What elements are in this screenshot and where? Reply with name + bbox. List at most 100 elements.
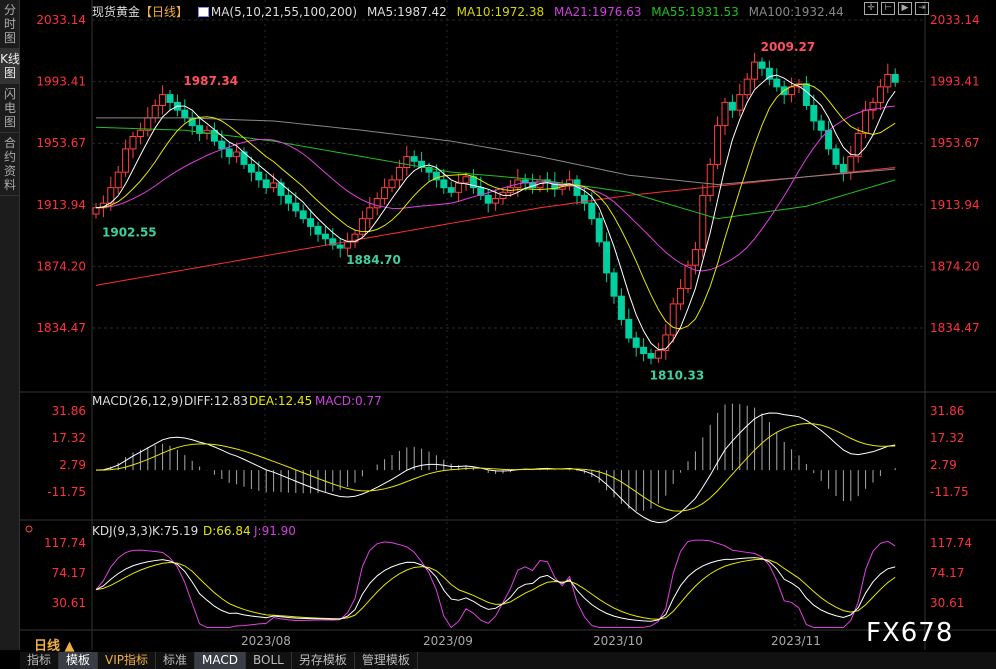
ma55-line: [95, 126, 896, 220]
candle: [684, 264, 692, 289]
candle: [477, 187, 485, 196]
candle: [580, 194, 588, 204]
tab-flash[interactable]: 闪电图: [0, 84, 20, 133]
candle: [196, 125, 204, 134]
candle: [262, 179, 270, 189]
candle: [721, 101, 729, 127]
tab-boll[interactable]: BOLL: [246, 652, 292, 669]
candle: [617, 295, 625, 320]
candle: [462, 176, 470, 184]
candle: [640, 346, 648, 355]
candle: [159, 94, 167, 106]
date-label: 2023/09: [423, 634, 473, 648]
candle: [166, 94, 174, 103]
kdj-j: J:91.90: [253, 524, 296, 538]
candle: [292, 202, 300, 212]
crosshair-icon[interactable]: ✛: [864, 2, 878, 15]
macd-label-left: 17.32: [52, 431, 86, 445]
candle: [418, 160, 426, 168]
ma10-value: MA10:1972.38: [456, 5, 545, 19]
candle: [388, 179, 396, 189]
kdj-label-left: 117.74: [44, 536, 86, 550]
candle: [381, 187, 389, 200]
candle: [610, 272, 618, 297]
macd-label-right: 31.86: [930, 404, 964, 418]
candle: [447, 187, 455, 193]
ma21-line: [95, 105, 896, 272]
candle: [284, 194, 292, 204]
tab-kline[interactable]: K线图: [0, 49, 20, 84]
tab-timeshare[interactable]: 分时图: [0, 0, 20, 49]
tab-indicators[interactable]: 指标: [20, 652, 60, 669]
candle: [344, 241, 352, 249]
period-label: 【日线】: [140, 5, 189, 19]
candle: [403, 156, 411, 168]
ma-title[interactable]: MA(5,10,21,55,100,200): [210, 5, 358, 19]
tab-manage-templates[interactable]: 管理模板: [355, 652, 418, 669]
candle: [225, 148, 233, 158]
chart-tools: ✛ ⊢ ▶ ⇥: [864, 2, 929, 15]
macd-label-right: 2.79: [930, 458, 957, 472]
price-label-left: 1993.41: [36, 75, 86, 89]
candle: [876, 86, 884, 103]
candle: [114, 171, 122, 189]
kdj-label-right: 74.17: [930, 566, 964, 580]
candle: [891, 73, 899, 83]
candle: [647, 353, 655, 359]
price-annotation: 1987.34: [183, 74, 238, 88]
candle: [410, 156, 418, 162]
kdj-label-right: 30.61: [930, 596, 964, 610]
kline-chart[interactable]: 2033.14 2033.14 1993.41 1993.41 1953.67 1953.…: [0, 0, 996, 652]
tab-templates[interactable]: 模板: [59, 652, 99, 669]
move-right-icon[interactable]: ⇥: [915, 2, 929, 15]
candle: [566, 179, 574, 187]
candle: [802, 83, 810, 106]
candle: [181, 109, 189, 119]
candle: [884, 73, 892, 88]
tab-vip-indicators[interactable]: VIP指标: [98, 652, 157, 669]
ma21-value: MA21:1976.63: [553, 5, 642, 19]
candle: [743, 78, 751, 96]
kdj-label-left: 30.61: [52, 596, 86, 610]
play-icon[interactable]: ▶: [898, 2, 912, 15]
candle: [255, 171, 263, 181]
candle: [440, 179, 448, 189]
kdj-label-right: 117.74: [930, 536, 972, 550]
candle: [299, 210, 307, 220]
candle: [122, 148, 130, 173]
tab-macd[interactable]: MACD: [195, 652, 247, 669]
candle: [270, 182, 278, 189]
macd-dea: DEA:12.45: [249, 394, 312, 408]
candle: [854, 132, 862, 158]
side-tabs: 分时图 K线图 闪电图 合约资料: [0, 0, 20, 650]
candle: [92, 207, 100, 215]
chart-header: 现货黄金【日线】 MA(5,10,21,55,100,200) MA5:1987…: [92, 3, 850, 20]
date-label: 2023/11: [771, 634, 821, 648]
tab-save-template[interactable]: 另存模板: [292, 652, 355, 669]
candle: [395, 166, 403, 181]
tab-contract-info[interactable]: 合约资料: [0, 133, 20, 196]
candle: [247, 163, 255, 173]
date-label: 2023/10: [593, 634, 643, 648]
candle: [810, 104, 818, 122]
k-line: [95, 557, 896, 622]
price-label-right: 1874.20: [930, 259, 980, 273]
candle: [839, 163, 847, 173]
price-label-left: 2033.14: [36, 13, 86, 27]
candle: [654, 349, 662, 359]
price-annotation: 1810.33: [650, 368, 705, 382]
candle: [366, 207, 374, 220]
candle: [669, 303, 677, 336]
period-selector[interactable]: 日线 ▲: [34, 639, 75, 654]
settings-dot-icon: [25, 525, 33, 533]
zoom-range-icon[interactable]: ⊢: [881, 2, 895, 15]
price-label-left: 1874.20: [36, 259, 86, 273]
candle: [329, 238, 337, 246]
candle: [862, 109, 870, 134]
candle: [432, 171, 440, 181]
candle: [773, 78, 781, 88]
candle: [632, 337, 640, 348]
tab-standard[interactable]: 标准: [156, 652, 196, 669]
candle: [373, 198, 381, 209]
d-line: [95, 558, 896, 620]
